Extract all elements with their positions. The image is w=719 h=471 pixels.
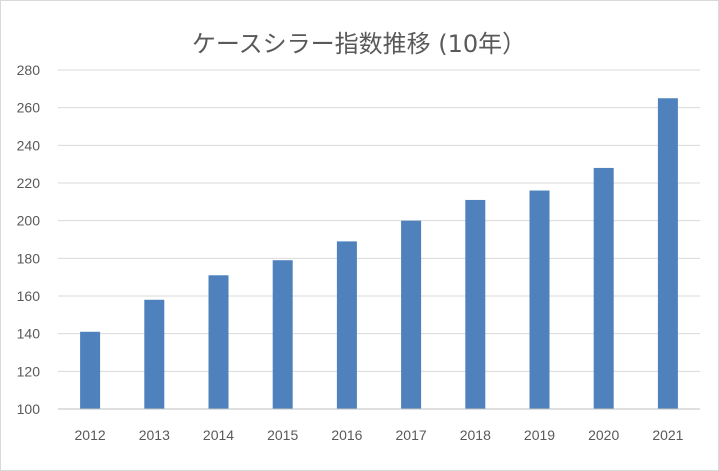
y-tick-label: 100 [17,401,41,417]
x-tick-label: 2020 [588,427,619,443]
x-axis-tick-labels: 2012 2013 2014 2015 2016 2017 2018 2019 2020 2021 [75,427,684,443]
y-tick-label: 200 [17,213,41,229]
bar-2016 [336,241,357,409]
y-tick-label: 160 [17,288,41,304]
bar-2021 [657,98,678,409]
bar-2014 [208,275,229,409]
x-tick-label: 2015 [267,427,298,443]
bars [80,98,678,409]
y-tick-label: 260 [17,100,41,116]
bar-2020 [593,167,614,409]
x-tick-label: 2013 [139,427,170,443]
y-tick-label: 280 [17,62,41,78]
x-tick-label: 2012 [75,427,106,443]
y-tick-label: 140 [17,326,41,342]
x-tick-label: 2017 [396,427,427,443]
bar-2018 [465,199,486,409]
bar-2013 [144,299,165,409]
gridlines [58,69,700,372]
x-tick-label: 2018 [460,427,491,443]
bar-2019 [529,190,550,409]
y-tick-label: 180 [17,250,41,266]
x-tick-label: 2014 [203,427,234,443]
bar-2012 [80,331,101,409]
chart-title: ケースシラー指数推移 (10年） [192,30,526,58]
y-axis-tick-labels: 100 120 140 160 180 200 220 240 260 280 [17,62,41,417]
y-tick-label: 120 [17,363,41,379]
y-tick-label: 240 [17,137,41,153]
x-tick-label: 2019 [524,427,555,443]
y-tick-label: 220 [17,175,41,191]
bar-2015 [272,260,293,409]
x-tick-label: 2021 [652,427,683,443]
bar-2017 [401,220,422,409]
x-tick-label: 2016 [331,427,362,443]
